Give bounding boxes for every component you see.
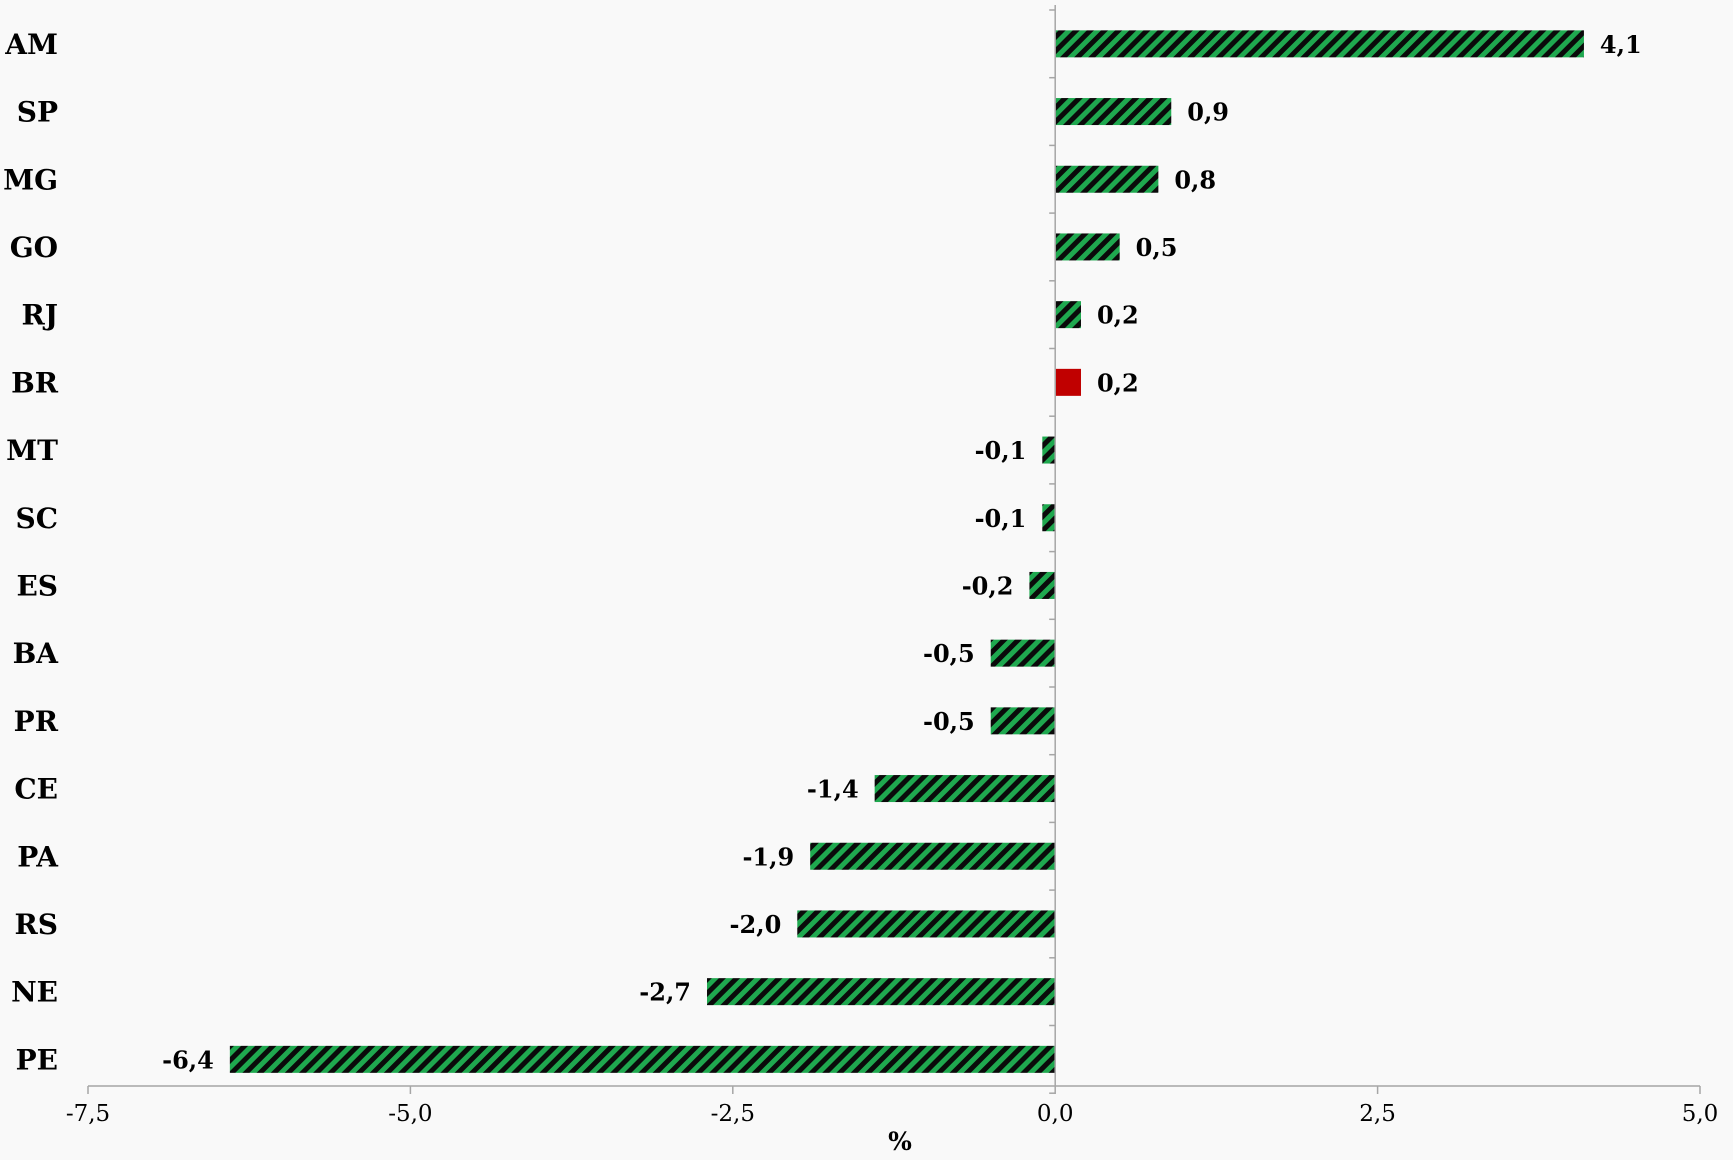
bar-br [1055,368,1081,396]
category-label-am: AM [4,28,58,61]
bars-layer [229,30,1584,1073]
x-tick-label: -7,5 [66,1101,110,1127]
category-label-mg: MG [3,163,58,196]
category-label-pr: PR [14,705,59,738]
bar-pa [810,842,1056,870]
data-label-mg: 0,8 [1174,165,1216,194]
x-tick-label: -5,0 [388,1101,432,1127]
bar-ba [990,639,1056,667]
labels-layer: AM 4,1 SP 0,9 MG 0,8 GO 0,5 RJ 0,2 BR 0,2 MT -0,1 SC -0… [3,28,1642,1076]
category-label-br: BR [11,366,59,399]
bar-pr [990,707,1056,735]
bar-am [1055,30,1584,58]
data-label-am: 4,1 [1600,30,1642,59]
category-label-ba: BA [13,637,60,670]
data-label-sp: 0,9 [1187,98,1229,127]
category-label-sp: SP [17,96,58,129]
category-label-ce: CE [14,773,58,806]
x-axis-title: % [888,1127,912,1155]
bar-rs [797,910,1056,938]
data-label-pr: -0,5 [923,707,975,736]
bar-rj [1055,301,1081,329]
x-tick-label: 5,0 [1682,1101,1719,1127]
data-label-mt: -0,1 [975,436,1027,465]
bar-mg [1055,165,1159,193]
data-label-sc: -0,1 [975,504,1027,533]
data-label-pe: -6,4 [162,1045,214,1074]
bar-mt [1042,436,1056,464]
x-tick-label: -2,5 [711,1101,755,1127]
bar-ne [707,978,1056,1006]
data-label-br: 0,2 [1097,368,1139,397]
data-label-go: 0,5 [1136,233,1178,262]
category-label-ne: NE [11,976,58,1009]
category-label-go: GO [10,231,58,264]
bar-sc [1042,504,1056,532]
x-tick-label: 0,0 [1037,1101,1074,1127]
bar-go [1055,233,1120,261]
category-label-es: ES [16,569,58,602]
category-label-mt: MT [6,434,58,467]
bar-es [1029,571,1056,599]
axis-layer: -7,5 -5,0 -2,5 0,0 2,5 5,0 [66,5,1718,1127]
data-label-ce: -1,4 [807,775,859,804]
data-label-rs: -2,0 [730,910,782,939]
data-label-ba: -0,5 [923,639,975,668]
bar-ce [874,775,1056,803]
data-label-pa: -1,9 [742,842,794,871]
data-label-rj: 0,2 [1097,301,1139,330]
category-label-pa: PA [17,840,59,873]
category-label-pe: PE [16,1043,58,1076]
category-label-rj: RJ [21,299,58,332]
category-label-rs: RS [15,908,59,941]
bar-sp [1055,98,1172,126]
x-tick-label: 2,5 [1359,1101,1396,1127]
bar-pe [229,1045,1056,1073]
data-label-es: -0,2 [962,571,1014,600]
category-label-sc: SC [15,502,58,535]
data-label-ne: -2,7 [639,978,691,1007]
